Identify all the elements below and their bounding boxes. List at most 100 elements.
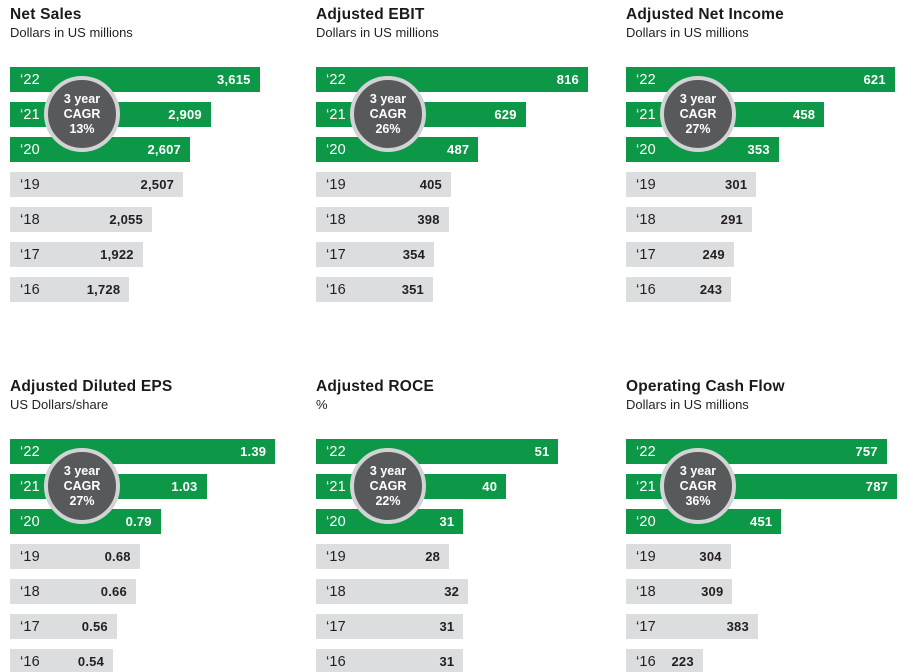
bar-year-label: ‘20 (636, 513, 656, 530)
bar-value-label: 1,728 (86, 282, 121, 297)
bar-year-label: ‘16 (20, 653, 40, 670)
chart-title: Operating Cash Flow (626, 378, 785, 395)
bar-value-label: 32 (444, 584, 460, 599)
chart-title: Net Sales (10, 6, 82, 23)
chart-subtitle: % (316, 397, 328, 412)
chart-subtitle: Dollars in US millions (626, 397, 749, 412)
bar-year-label: ‘20 (326, 513, 346, 530)
bar-chart: ‘22 3,615 ‘21 2,909 ‘20 2,607 ‘19 2,507 ‘18 2,055… (10, 67, 300, 302)
bar-highlighted: ‘22 757 (626, 439, 887, 464)
cagr-badge-line3: 27% (69, 493, 95, 508)
bar-highlighted: ‘22 51 (316, 439, 559, 464)
bar-row: ‘17 1,922 (10, 242, 300, 267)
bar: ‘16 31 (316, 649, 464, 672)
bar-row: ‘22 1.39 (10, 439, 300, 464)
bar-year-label: ‘21 (20, 106, 40, 123)
bar-row: ‘19 304 (626, 544, 913, 569)
bar-value-label: 398 (417, 212, 440, 227)
bar-year-label: ‘21 (20, 478, 40, 495)
bar-value-label: 629 (494, 107, 517, 122)
bar-year-label: ‘20 (326, 141, 346, 158)
bar-year-label: ‘16 (20, 281, 40, 298)
bar: ‘19 405 (316, 172, 451, 197)
bar-value-label: 2,909 (168, 107, 202, 122)
bar-value-label: 2,055 (109, 212, 143, 227)
bar-value-label: 621 (863, 72, 886, 87)
bar-highlighted: ‘22 816 (316, 67, 588, 92)
bar-year-label: ‘21 (636, 106, 656, 123)
chart-subtitle: Dollars in US millions (626, 25, 749, 40)
cagr-badge-line1: 3 year (369, 91, 407, 106)
bar-year-label: ‘20 (636, 141, 656, 158)
bar-value-label: 0.79 (125, 514, 152, 529)
bar-row: ‘18 291 (626, 207, 913, 232)
bar-year-label: ‘19 (326, 548, 346, 565)
bar-year-label: ‘17 (20, 618, 40, 635)
cagr-badge: 3 year CAGR 13% (44, 76, 120, 152)
bar-value-label: 1,922 (100, 247, 134, 262)
bar-row: ‘19 2,507 (10, 172, 300, 197)
bar-row: ‘18 32 (316, 579, 606, 604)
bar-year-label: ‘20 (20, 513, 40, 530)
bar-value-label: 353 (747, 142, 770, 157)
bar-year-label: ‘18 (326, 211, 346, 228)
bar-row: ‘16 31 (316, 649, 606, 672)
chart-panel: Operating Cash Flow Dollars in US millio… (626, 378, 913, 672)
cagr-badge-line1: 3 year (679, 91, 717, 106)
bar-value-label: 2,607 (147, 142, 181, 157)
chart-panel: Adjusted ROCE % ‘22 51 ‘21 40 ‘20 31 ‘19 28 ‘18 3… (316, 378, 612, 672)
bar-year-label: ‘16 (636, 281, 656, 298)
bar-row: ‘20 31 (316, 509, 606, 534)
bar-value-label: 3,615 (217, 72, 251, 87)
bar-row: ‘20 487 (316, 137, 606, 162)
bar-row: ‘19 0.68 (10, 544, 300, 569)
cagr-badge: 3 year CAGR 26% (350, 76, 426, 152)
bar-year-label: ‘22 (20, 443, 40, 460)
bar-year-label: ‘17 (326, 618, 346, 635)
bar-year-label: ‘19 (636, 548, 656, 565)
bar-chart: ‘22 1.39 ‘21 1.03 ‘20 0.79 ‘19 0.68 ‘18 0.66 ‘17 0.… (10, 439, 300, 672)
bar: ‘18 398 (316, 207, 449, 232)
chart-subtitle: Dollars in US millions (316, 25, 439, 40)
bar-value-label: 304 (699, 549, 722, 564)
bar-row: ‘16 0.54 (10, 649, 300, 672)
bar: ‘19 301 (626, 172, 757, 197)
bar-row: ‘19 301 (626, 172, 913, 197)
chart-title: Adjusted Diluted EPS (10, 378, 173, 395)
bar-value-label: 383 (726, 619, 749, 634)
bar-value-label: 249 (702, 247, 725, 262)
chart-panel: Adjusted Diluted EPS US Dollars/share ‘2… (10, 378, 306, 672)
cagr-badge-line2: CAGR (369, 106, 407, 121)
bar-year-label: ‘19 (636, 176, 656, 193)
cagr-badge-line3: 36% (685, 493, 711, 508)
chart-subtitle: US Dollars/share (10, 397, 109, 412)
bar-row: ‘17 383 (626, 614, 913, 639)
bar-value-label: 223 (671, 654, 694, 669)
bar: ‘17 354 (316, 242, 434, 267)
cagr-badge-line1: 3 year (63, 91, 101, 106)
bar-year-label: ‘16 (636, 653, 656, 670)
bar-value-label: 0.56 (81, 619, 108, 634)
bar-value-label: 301 (725, 177, 748, 192)
bar-row: ‘20 2,607 (10, 137, 300, 162)
bar-value-label: 51 (534, 444, 550, 459)
bar-value-label: 40 (482, 479, 498, 494)
bar: ‘18 309 (626, 579, 733, 604)
bar-value-label: 0.68 (104, 549, 131, 564)
bar: ‘17 249 (626, 242, 734, 267)
bar-row: ‘18 398 (316, 207, 606, 232)
bar-chart: ‘22 51 ‘21 40 ‘20 31 ‘19 28 ‘18 32 ‘17 31 ‘16 31 3 ye… (316, 439, 606, 672)
cagr-badge: 3 year CAGR 27% (44, 448, 120, 524)
bar-year-label: ‘16 (326, 653, 346, 670)
bar-year-label: ‘21 (326, 106, 346, 123)
bar-row: ‘18 309 (626, 579, 913, 604)
bar-row: ‘22 51 (316, 439, 606, 464)
cagr-badge-line2: CAGR (679, 478, 717, 493)
bar: ‘19 28 (316, 544, 450, 569)
bar-value-label: 0.66 (100, 584, 127, 599)
bar-year-label: ‘22 (326, 71, 346, 88)
bar-year-label: ‘17 (636, 618, 656, 635)
bar-row: ‘19 28 (316, 544, 606, 569)
bar-value-label: 487 (447, 142, 470, 157)
